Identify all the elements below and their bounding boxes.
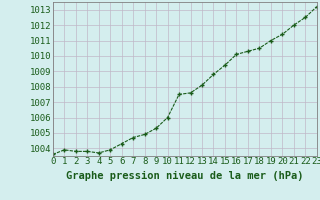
X-axis label: Graphe pression niveau de la mer (hPa): Graphe pression niveau de la mer (hPa) (66, 171, 304, 181)
